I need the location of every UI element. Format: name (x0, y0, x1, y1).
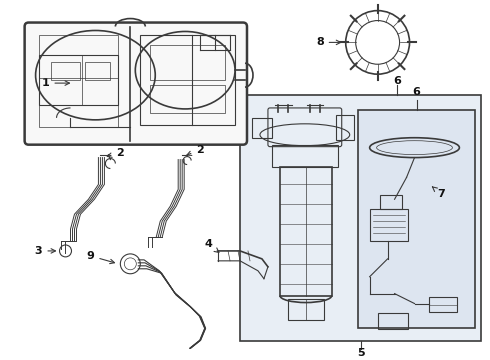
Text: 7: 7 (432, 187, 445, 199)
Text: 8: 8 (316, 37, 341, 48)
Bar (378, 314, 408, 329)
Bar (140, 35, 235, 125)
Text: 5: 5 (357, 348, 365, 358)
Bar (150, 85, 225, 113)
Text: 6: 6 (393, 76, 401, 86)
Text: 2: 2 (187, 145, 204, 156)
Bar (252, 118, 272, 138)
Text: 1: 1 (42, 78, 70, 88)
Bar (240, 95, 481, 341)
Bar (369, 209, 408, 241)
Bar (150, 45, 225, 80)
Text: 2: 2 (107, 148, 124, 158)
Bar (39, 105, 119, 127)
Bar (272, 145, 338, 167)
Text: 9: 9 (87, 251, 115, 264)
Bar (288, 298, 324, 320)
Text: 6: 6 (413, 87, 420, 97)
Bar (380, 195, 401, 209)
Bar (85, 62, 110, 80)
Bar (39, 55, 119, 105)
Bar (358, 110, 475, 328)
Bar (429, 297, 457, 312)
FancyBboxPatch shape (24, 23, 247, 145)
Bar (50, 62, 80, 80)
Text: 3: 3 (35, 246, 55, 256)
Bar (336, 115, 354, 140)
Bar (280, 167, 332, 296)
Text: 4: 4 (204, 239, 219, 252)
Bar (39, 35, 119, 55)
